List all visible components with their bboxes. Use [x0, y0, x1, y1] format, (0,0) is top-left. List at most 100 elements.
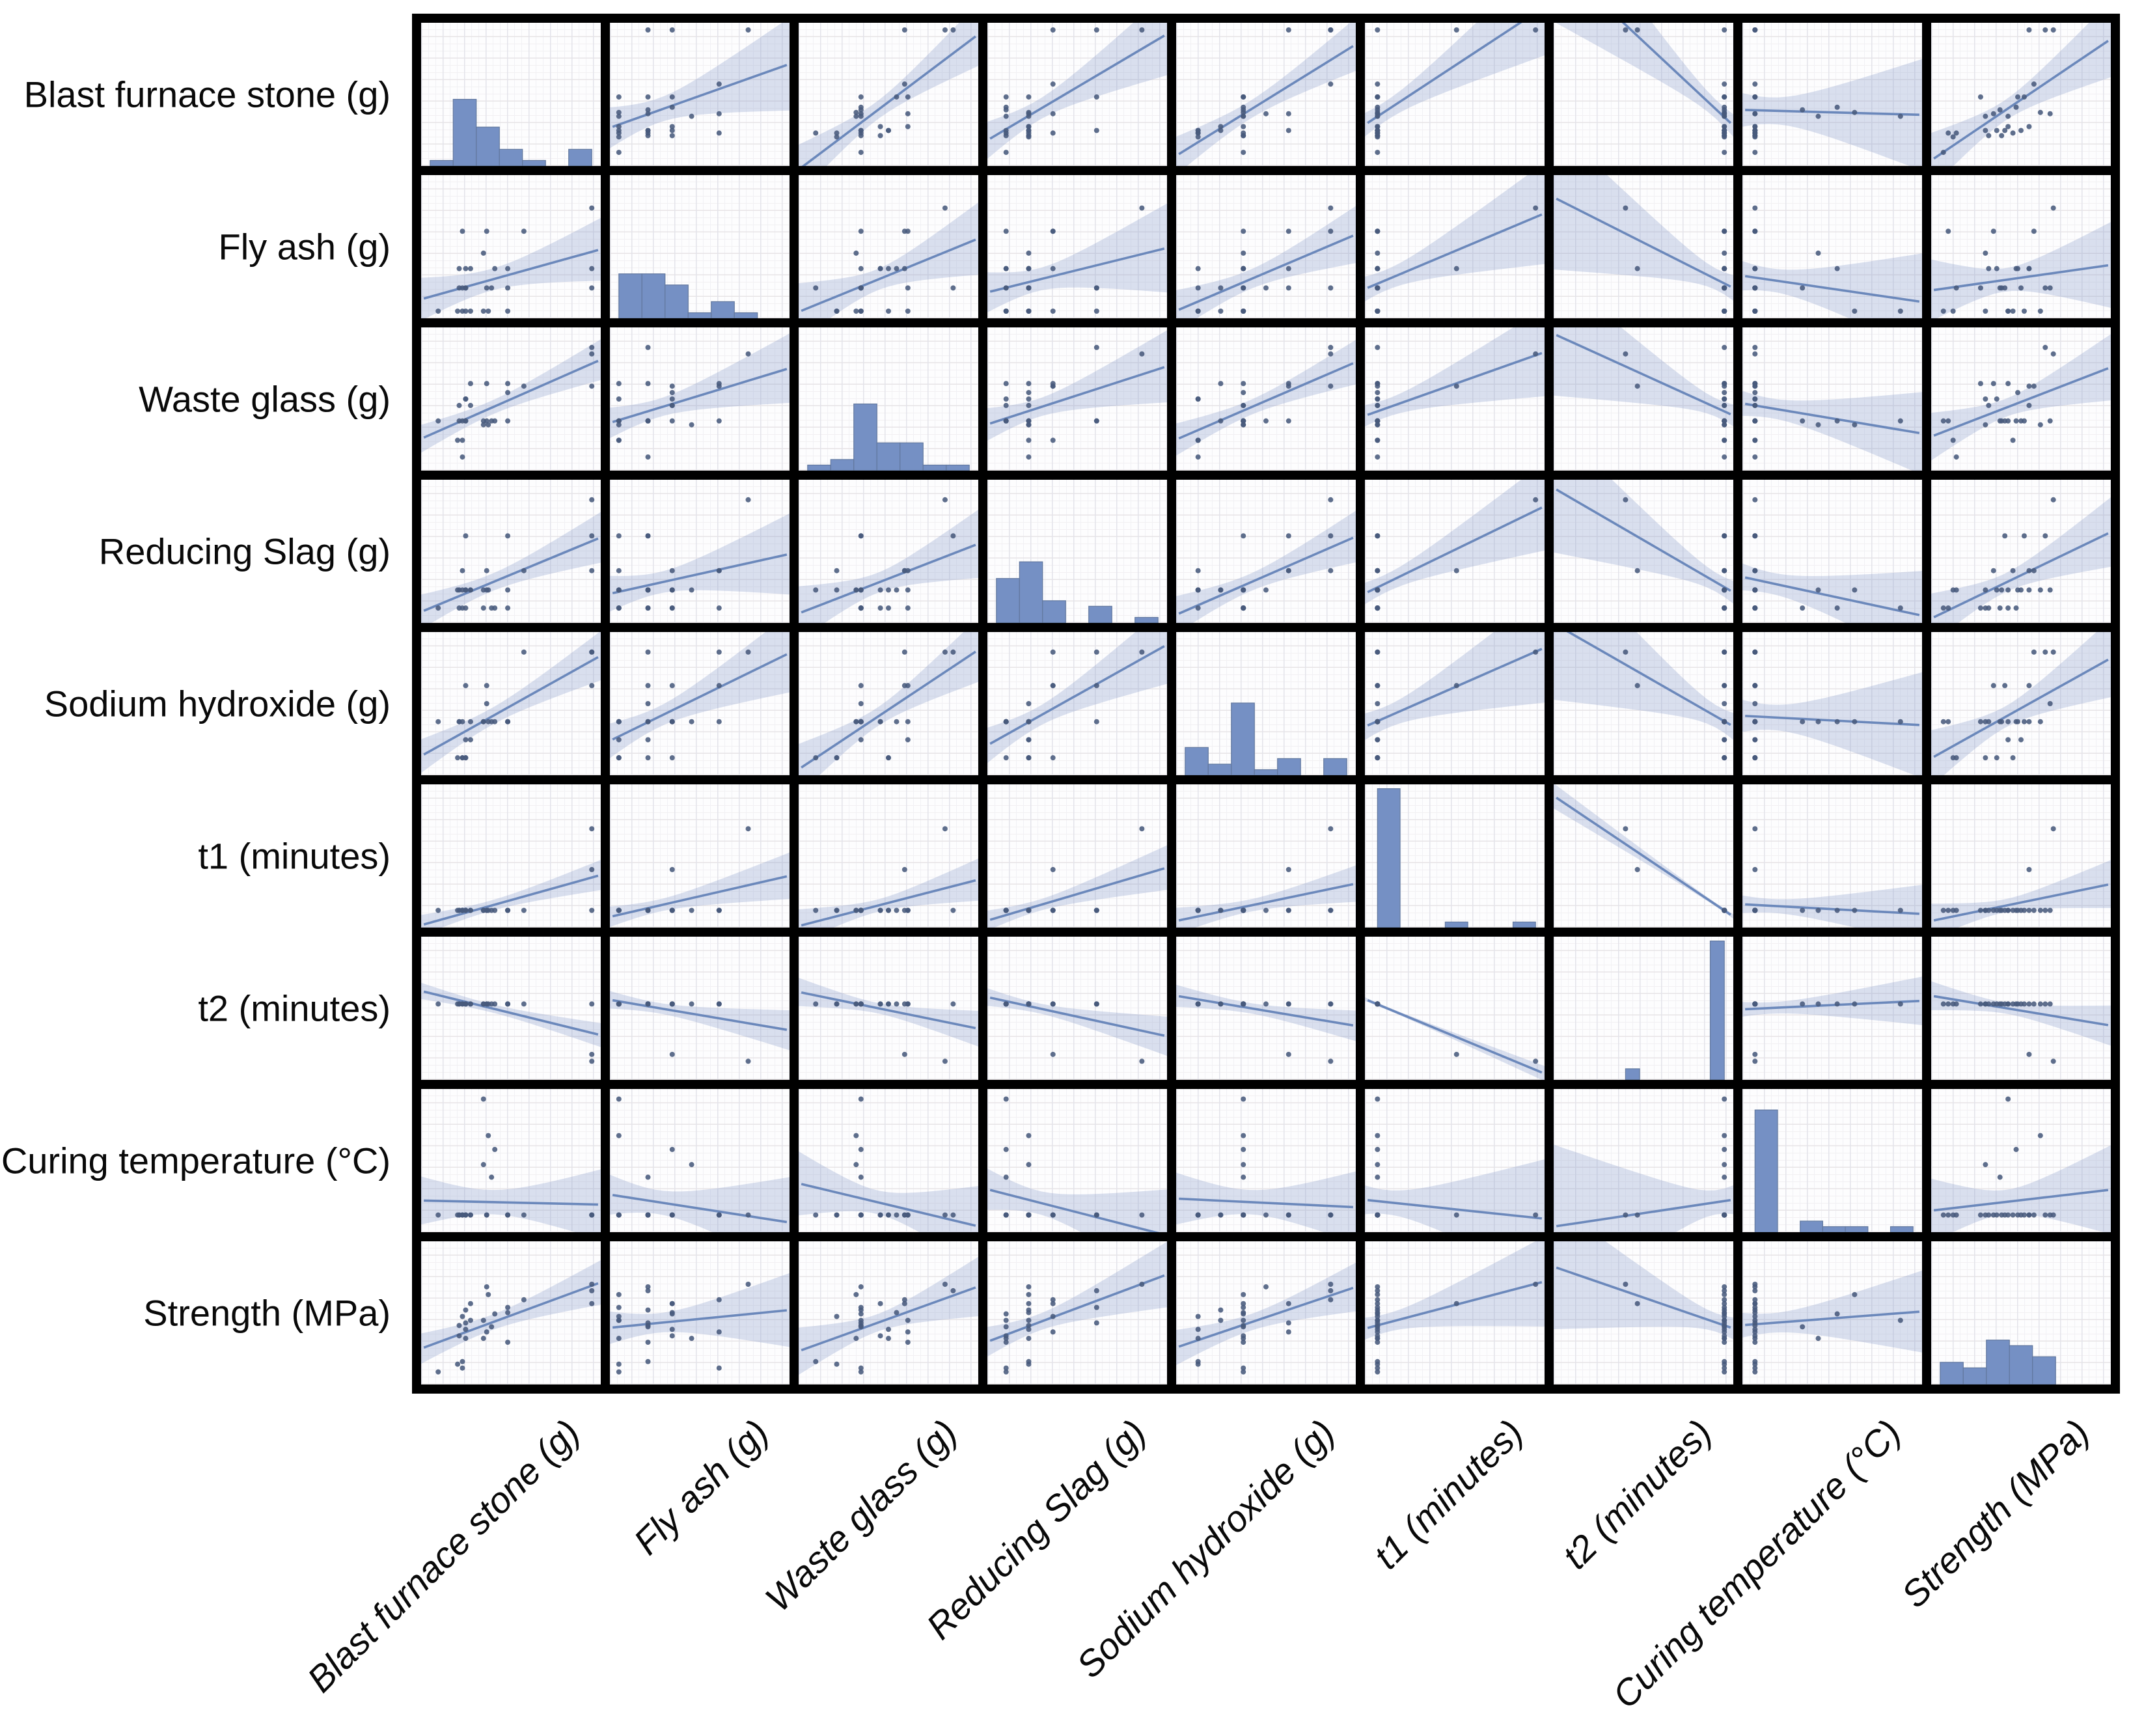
scatter-point — [589, 826, 595, 832]
scatter-point — [905, 587, 911, 593]
scatter-point — [645, 27, 651, 33]
scatter-point — [1945, 1212, 1951, 1218]
scatter-point — [1997, 719, 2003, 724]
scatter-point — [455, 755, 461, 761]
scatter-point — [1218, 128, 1224, 133]
pairplot-cell-t2-vs-curingtemp — [1742, 937, 1922, 1080]
scatter-point — [886, 309, 891, 314]
scatter-point — [2015, 390, 2021, 396]
scatter-point — [467, 907, 473, 913]
scatter-point — [1003, 228, 1009, 234]
confidence-band — [799, 978, 978, 1047]
scatter-point — [521, 568, 527, 573]
scatter-point — [2047, 701, 2053, 706]
scatter-point — [589, 1212, 595, 1218]
scatter-point — [1285, 111, 1291, 117]
scatter-point — [858, 150, 864, 156]
scatter-point — [1241, 1174, 1246, 1180]
scatter-point — [2005, 1001, 2011, 1007]
scatter-point — [1834, 719, 1840, 724]
scatter-point — [1722, 402, 1727, 408]
scatter-point — [1977, 719, 1983, 724]
scatter-point — [1752, 383, 1758, 389]
scatter-point — [1195, 1212, 1201, 1218]
regression-line — [1556, 334, 1731, 415]
scatter-point — [1722, 568, 1727, 573]
scatter-point — [894, 719, 900, 724]
scatter-point — [435, 418, 441, 424]
scatter-point — [1375, 533, 1381, 539]
scatter-point — [950, 1212, 956, 1218]
confidence-band — [1742, 391, 1922, 471]
scatter-point — [853, 1133, 859, 1138]
scatter-point — [589, 1001, 595, 1007]
scatter-point — [858, 701, 864, 706]
scatter-point — [463, 755, 469, 761]
hist-bar — [1323, 758, 1347, 775]
scatter-point — [1999, 587, 2005, 593]
scatter-point — [1752, 351, 1758, 357]
pairplot-cell-naoh-vs-strength — [1931, 632, 2111, 775]
scatter-point — [489, 907, 495, 913]
scatter-point — [1752, 533, 1758, 539]
scatter-point — [1241, 130, 1246, 136]
confidence-band — [1554, 480, 1733, 604]
scatter-point — [1533, 27, 1539, 33]
scatter-point — [669, 1301, 675, 1306]
scatter-point — [1375, 150, 1381, 156]
scatter-point — [853, 1291, 859, 1297]
pairplot-cell-t1-vs-bfs — [421, 784, 601, 928]
scatter-point — [1139, 205, 1145, 211]
scatter-point — [486, 1133, 491, 1138]
scatter-point — [467, 309, 473, 314]
scatter-point — [1026, 1212, 1032, 1218]
regression-line — [801, 1183, 976, 1227]
scatter-point — [2005, 719, 2011, 724]
scatter-point — [1897, 907, 1903, 913]
scatter-point — [2031, 1212, 2037, 1218]
regression-line — [1367, 351, 1543, 417]
scatter-point — [480, 309, 486, 314]
scatter-point — [1983, 309, 1988, 314]
scatter-point — [1375, 701, 1381, 706]
scatter-point — [484, 1329, 489, 1335]
scatter-point — [456, 266, 462, 271]
scatter-point — [645, 1320, 651, 1326]
scatter-point — [745, 27, 751, 33]
scatter-point — [1983, 1001, 1988, 1007]
scatter-point — [1139, 1282, 1145, 1287]
scatter-point — [905, 737, 911, 743]
scatter-point — [2050, 649, 2056, 655]
scatter-point — [1093, 128, 1099, 133]
scatter-point — [745, 1058, 751, 1064]
scatter-point — [589, 1051, 595, 1057]
scatter-point — [616, 1291, 622, 1297]
scatter-point — [1375, 1329, 1381, 1335]
scatter-point — [1026, 907, 1032, 913]
confidence-band — [1176, 23, 1356, 166]
scatter-point — [1752, 1297, 1758, 1302]
scatter-point — [1195, 1314, 1201, 1319]
scatter-point — [858, 1174, 864, 1180]
scatter-point — [905, 94, 911, 100]
regression-line — [1933, 658, 2109, 758]
pairplot-cell-wasteglass-vs-t2 — [1554, 327, 1733, 471]
scatter-point — [1722, 649, 1727, 655]
scatter-point — [813, 907, 819, 913]
scatter-point — [2031, 81, 2037, 87]
scatter-point — [1328, 205, 1334, 211]
scatter-point — [1003, 1369, 1009, 1375]
scatter-point — [2026, 683, 2032, 689]
scatter-point — [950, 27, 956, 33]
scatter-point — [616, 128, 622, 133]
scatter-point — [689, 1001, 694, 1007]
scatter-point — [1241, 1324, 1246, 1330]
scatter-point — [858, 1365, 864, 1371]
scatter-point — [1752, 309, 1758, 314]
confidence-band — [799, 23, 978, 166]
scatter-point — [1953, 285, 1959, 291]
pairplot-cell-redslag-vs-flyash — [610, 480, 790, 623]
scatter-point — [2002, 285, 2008, 291]
scatter-point — [1752, 111, 1758, 117]
scatter-point — [745, 826, 751, 832]
